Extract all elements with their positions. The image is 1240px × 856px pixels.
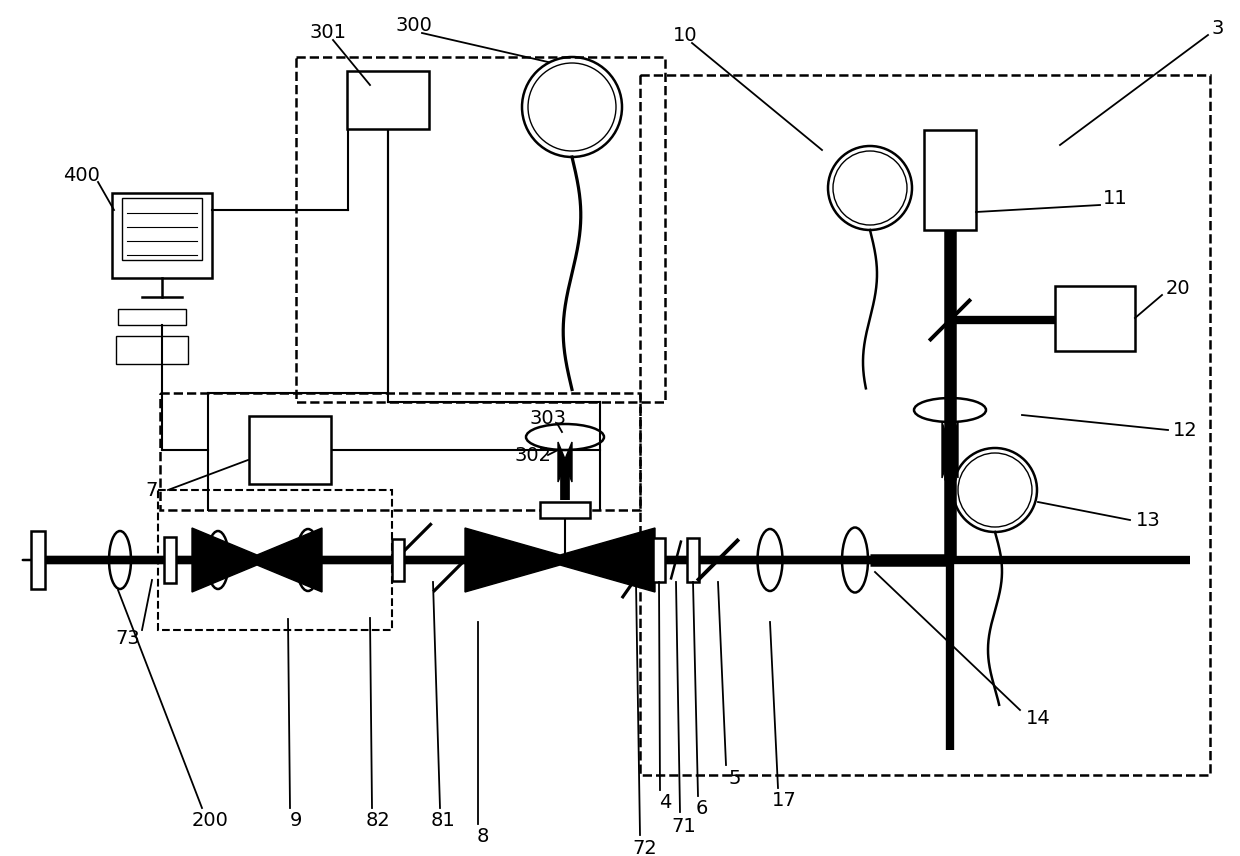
Text: 73: 73 xyxy=(115,628,140,647)
Text: 303: 303 xyxy=(529,408,567,427)
Text: 400: 400 xyxy=(63,165,100,185)
Text: 200: 200 xyxy=(191,811,228,829)
Bar xyxy=(924,130,976,230)
Text: 72: 72 xyxy=(632,839,657,856)
Text: 71: 71 xyxy=(672,817,697,835)
Text: 20: 20 xyxy=(1166,278,1190,298)
Polygon shape xyxy=(558,442,572,482)
Bar xyxy=(249,416,331,484)
Bar xyxy=(118,309,186,325)
Bar xyxy=(687,538,699,582)
Bar xyxy=(1055,286,1135,350)
Bar xyxy=(164,537,176,583)
Text: 301: 301 xyxy=(310,22,346,41)
Bar xyxy=(539,502,590,518)
Polygon shape xyxy=(465,528,655,592)
Polygon shape xyxy=(942,422,959,478)
Text: 302: 302 xyxy=(515,445,552,465)
Text: 10: 10 xyxy=(672,26,697,45)
Bar xyxy=(117,336,188,364)
Bar xyxy=(112,193,212,277)
Bar xyxy=(122,198,202,260)
Text: 11: 11 xyxy=(1102,188,1127,207)
Polygon shape xyxy=(192,528,322,592)
Bar xyxy=(653,538,665,582)
Text: 81: 81 xyxy=(430,811,455,829)
Text: 13: 13 xyxy=(1136,510,1161,530)
Text: 17: 17 xyxy=(771,790,796,810)
Text: 4: 4 xyxy=(658,793,671,811)
Bar xyxy=(296,57,665,402)
Text: 5: 5 xyxy=(729,769,742,788)
Bar xyxy=(160,393,640,510)
Text: 6: 6 xyxy=(696,799,708,817)
Bar xyxy=(157,490,392,630)
Text: 300: 300 xyxy=(396,15,433,34)
Bar xyxy=(640,75,1210,775)
Text: 3: 3 xyxy=(1211,19,1224,38)
Text: 82: 82 xyxy=(366,811,391,829)
Bar xyxy=(31,531,45,589)
Bar xyxy=(392,539,404,581)
Text: 7: 7 xyxy=(146,480,159,500)
Text: 9: 9 xyxy=(290,811,303,829)
Bar xyxy=(347,71,429,129)
Text: 8: 8 xyxy=(477,827,490,846)
Text: 14: 14 xyxy=(1025,709,1050,728)
Text: 12: 12 xyxy=(1173,420,1198,439)
